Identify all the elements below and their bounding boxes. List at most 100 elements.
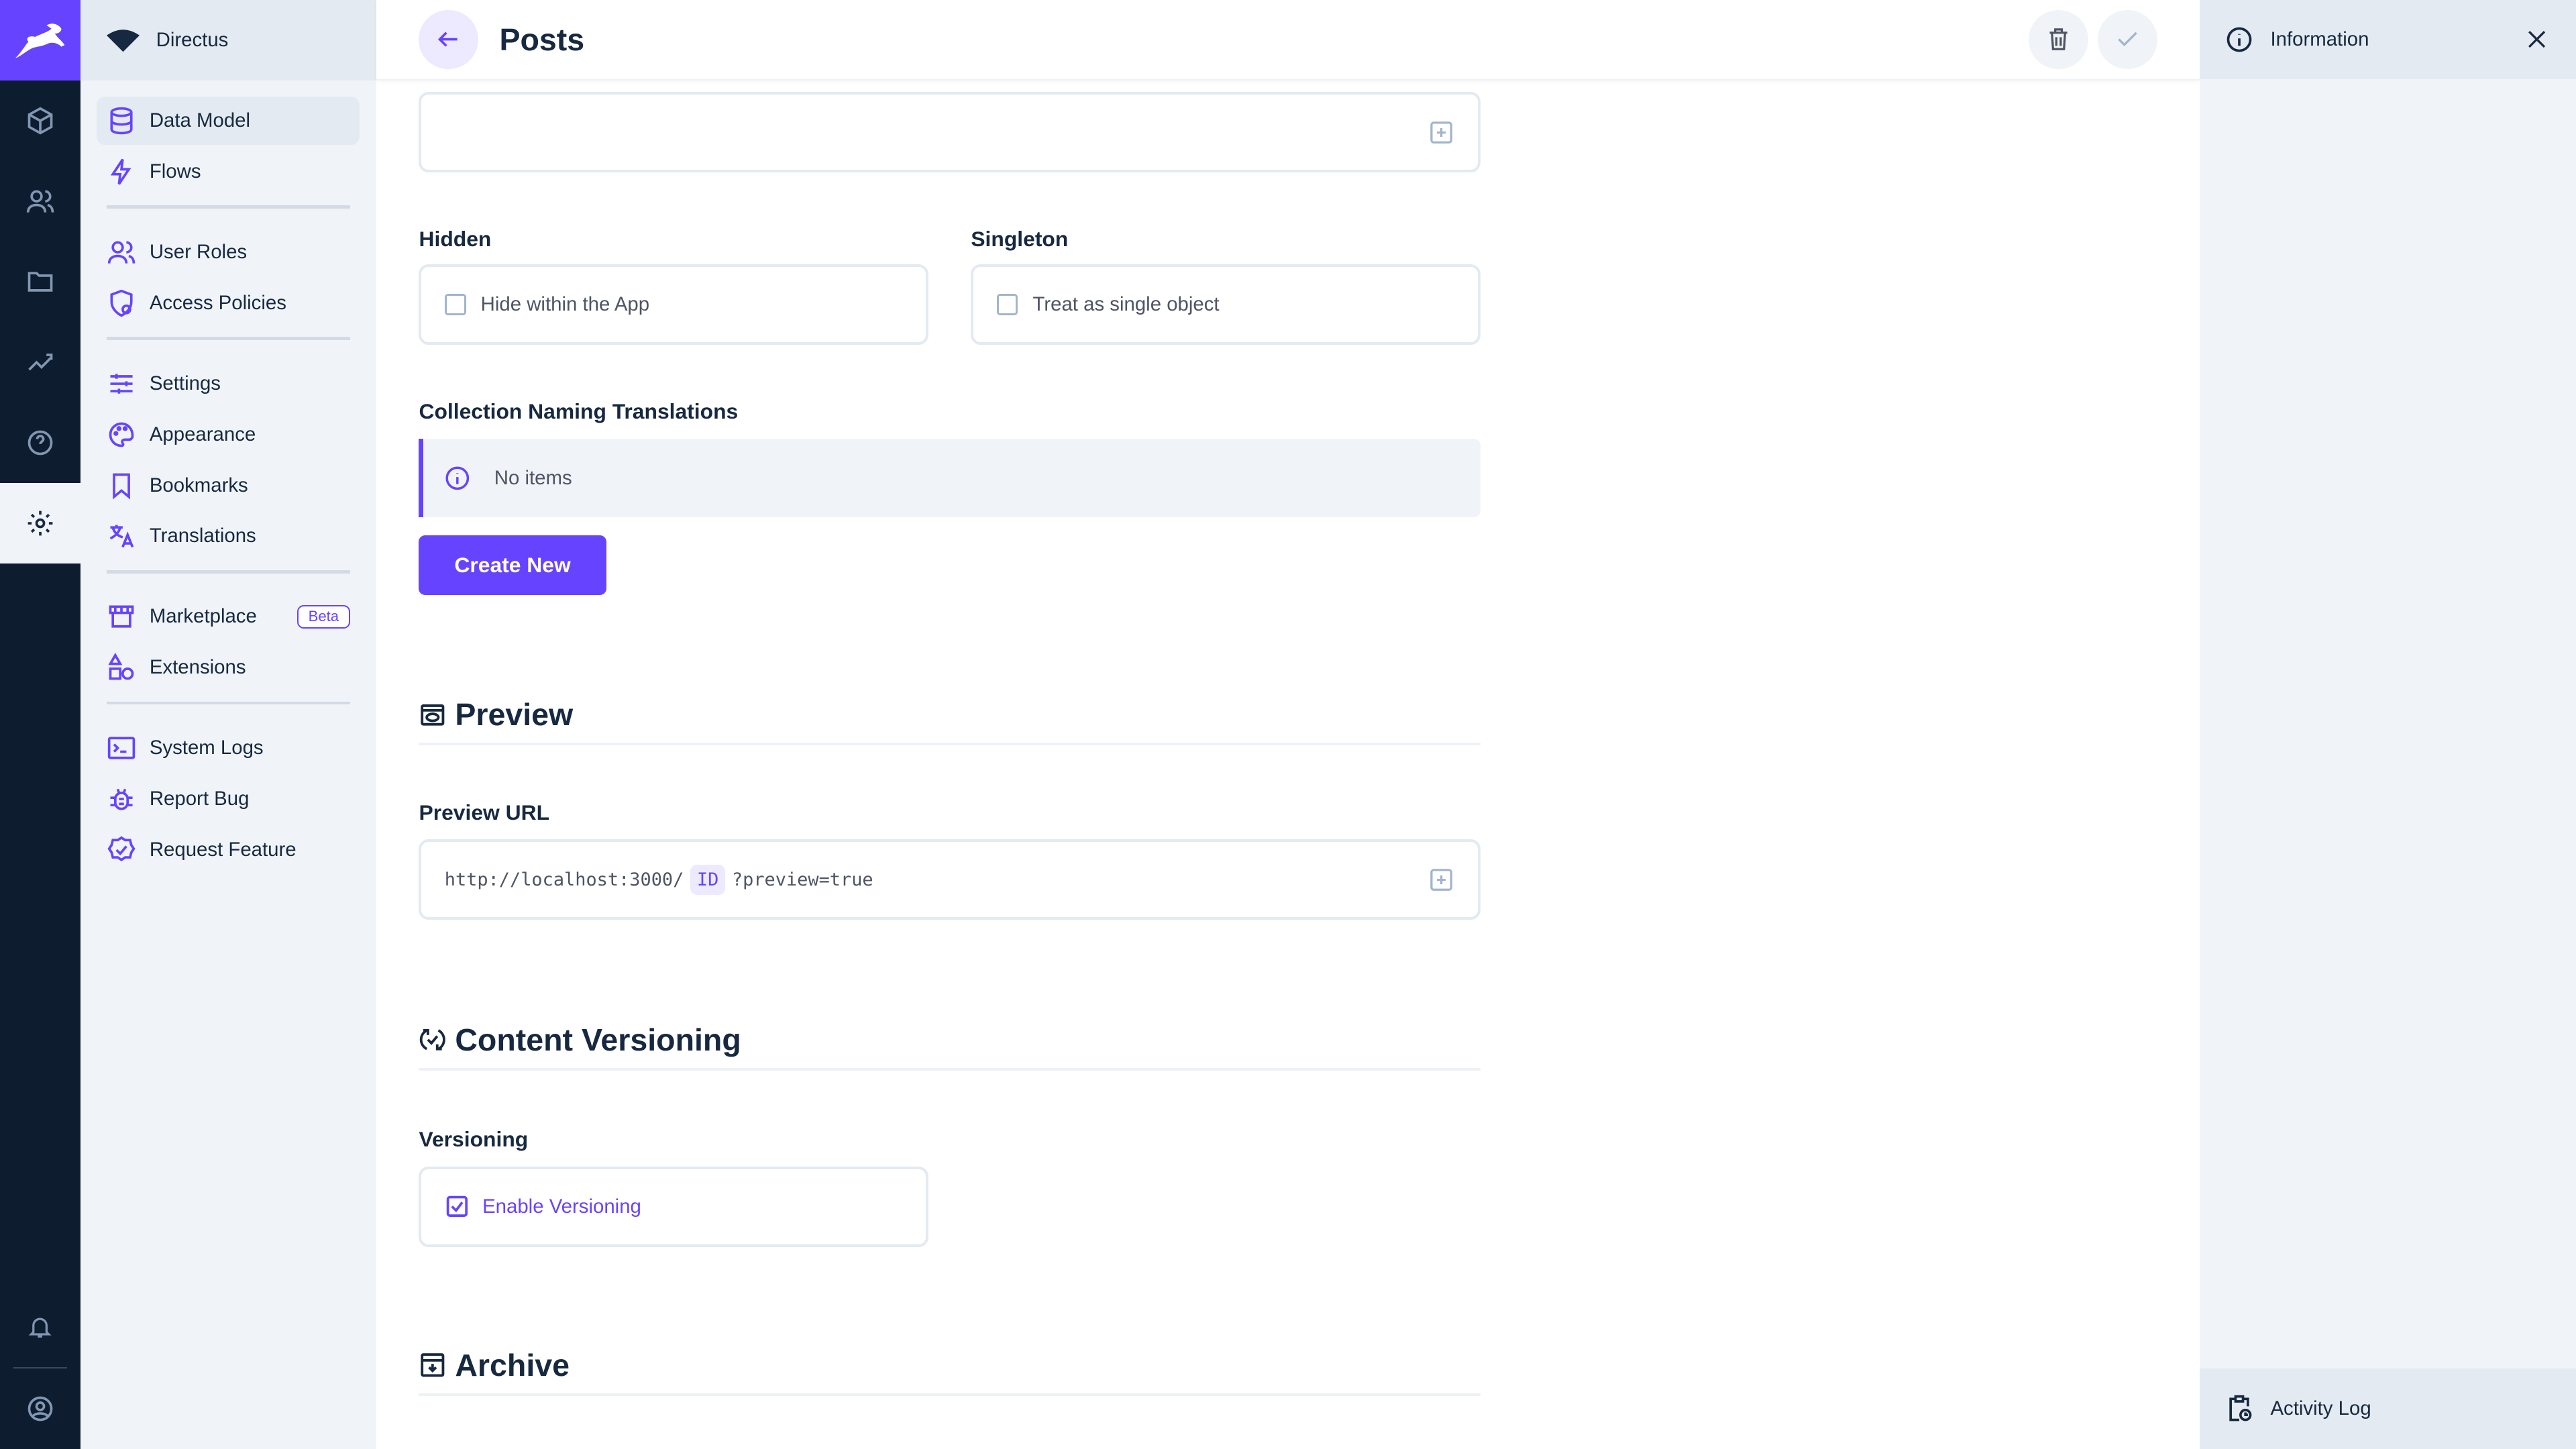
preview-section-heading: Preview [419,696,1481,746]
activity-log-button[interactable]: Activity Log [2200,1368,2576,1449]
header-bar: Posts [376,0,2200,80]
settings-module-button[interactable] [0,483,80,564]
project-name: Directus [156,29,229,51]
url-field-chip[interactable]: ID [690,864,726,896]
nav-item-label: Settings [149,372,221,394]
versioning-section-title: Content Versioning [455,1022,741,1058]
information-title: Information [2270,28,2369,50]
add-field-icon[interactable] [1428,119,1454,146]
users-module-button[interactable] [0,161,80,241]
nav-item-request-feature[interactable]: Request Feature [97,826,360,874]
nav-item-label: Data Model [149,109,251,131]
preview-url-label: Preview URL [419,800,550,824]
archive-icon [421,1353,445,1377]
user-account-button[interactable] [0,1368,80,1449]
nav-item-label: Translations [149,525,256,547]
bolt-icon [110,158,131,185]
info-icon [2226,27,2252,52]
translations-label: Collection Naming Translations [419,399,739,424]
add-field-icon[interactable] [1428,867,1454,893]
trash-icon [2049,28,2068,51]
nav-item-label: User Roles [149,240,248,263]
delete-button[interactable] [2029,9,2088,69]
project-header[interactable]: Directus [80,0,376,80]
main-content: Posts Hidden Hide within the App Singlet… [376,0,2200,1449]
account-circle-icon [28,1396,53,1421]
singleton-checkbox[interactable]: Treat as single object [971,264,1481,345]
checkbox-icon [444,294,466,316]
versioning-section-heading: Content Versioning [419,1022,1481,1071]
rabbit-logo-icon [15,23,65,58]
enable-versioning-checkbox[interactable]: Enable Versioning [419,1166,928,1247]
help-module-button[interactable] [0,402,80,483]
nav-item-data-model[interactable]: Data Model [97,97,360,145]
notifications-button[interactable] [0,1287,80,1367]
checkbox-icon [996,294,1018,316]
save-button[interactable] [2098,9,2157,69]
nav-item-label: Request Feature [149,839,297,861]
module-bar [0,0,80,1449]
singleton-label: Singleton [971,226,1069,251]
folder-icon [28,272,53,292]
create-new-button[interactable]: Create New [419,535,606,595]
close-icon[interactable] [2524,26,2550,52]
nav-item-settings[interactable]: Settings [97,360,360,407]
url-prefix: http://localhost:3000/ [444,869,684,890]
nav-item-bookmarks[interactable]: Bookmarks [97,462,360,509]
activity-log-label: Activity Log [2270,1397,2371,1419]
database-icon [110,107,133,135]
gear-icon [28,511,53,536]
preview-icon [421,704,445,726]
checkbox-checked-icon [446,1196,468,1218]
nav-divider [107,570,350,574]
nav-item-translations[interactable]: Translations [97,513,360,560]
nav-item-extensions[interactable]: Extensions [97,644,360,692]
arrow-left-icon [437,32,458,47]
nav-item-marketplace[interactable]: Marketplace Beta [97,593,360,641]
nav-item-report-bug[interactable]: Report Bug [97,775,360,823]
nav-item-label: System Logs [149,737,264,759]
hidden-label: Hidden [419,226,492,251]
info-sidebar: Information Activity Log [2200,0,2576,1449]
nav-item-flows[interactable]: Flows [97,148,360,195]
collection-field-input[interactable] [419,92,1481,173]
information-header[interactable]: Information [2200,0,2576,79]
cube-icon [28,107,53,135]
nav-item-label: Marketplace [149,605,257,628]
bug-icon [110,788,133,810]
hidden-option-label: Hide within the App [480,293,650,316]
nav-item-label: Access Policies [149,291,286,314]
check-icon [2118,32,2137,47]
archive-section-heading: Archive [419,1347,1481,1396]
nav-item-system-logs[interactable]: System Logs [97,724,360,772]
nav-item-user-roles[interactable]: User Roles [97,228,360,276]
nav-item-label: Bookmarks [149,474,248,496]
nav-divider [107,701,350,705]
nav-divider [107,205,350,209]
directus-logo[interactable] [0,0,80,80]
nav-item-appearance[interactable]: Appearance [97,411,360,458]
hidden-checkbox[interactable]: Hide within the App [419,264,928,345]
store-icon [109,605,134,628]
singleton-option-label: Treat as single object [1032,293,1220,316]
files-module-button[interactable] [0,241,80,322]
nav-item-label: Appearance [149,423,256,445]
insights-module-button[interactable] [0,322,80,402]
back-button[interactable] [419,9,478,69]
project-wifi-logo-icon [107,30,140,52]
verified-icon [107,836,136,862]
no-items-text: No items [494,466,572,489]
preview-url-input[interactable]: http://localhost:3000/ID ?preview=true [419,839,1481,920]
beta-badge: Beta [297,604,350,629]
shapes-icon [108,653,134,680]
content-module-button[interactable] [0,80,80,161]
nav-divider [107,336,350,340]
enable-versioning-label: Enable Versioning [482,1195,641,1218]
translate-icon [109,525,134,548]
page-title: Posts [499,21,585,57]
policy-shield-icon [110,289,133,317]
divider [13,1366,68,1368]
versioning-label: Versioning [419,1126,529,1151]
help-icon [28,430,53,455]
nav-item-access-policies[interactable]: Access Policies [97,279,360,327]
